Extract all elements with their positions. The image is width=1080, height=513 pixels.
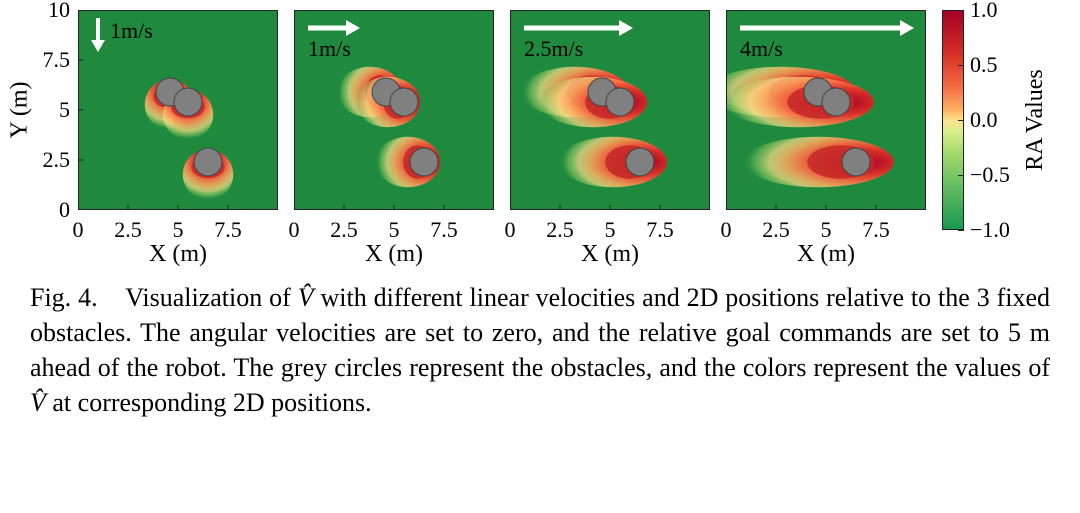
svg-text:1m/s: 1m/s <box>110 18 153 43</box>
colorbar-label: RA Values <box>1023 69 1050 171</box>
panel-with-yaxis: Y (m) 02.557.510 1m/s X (m) 02.557.5 <box>30 10 278 265</box>
colorbar-tick: −0.5 <box>970 162 1010 188</box>
svg-text:2.5m/s: 2.5m/s <box>524 36 583 61</box>
x-tick: 0 <box>721 217 732 243</box>
x-axis-label: X (m) <box>581 241 639 268</box>
x-axis-1: X (m) 02.557.5 <box>294 215 494 265</box>
x-axis-2: X (m) 02.557.5 <box>510 215 710 265</box>
colorbar-tick: 0.0 <box>970 107 998 133</box>
caption-vhat-2: V̂ <box>30 388 46 417</box>
x-tick: 2.5 <box>546 217 574 243</box>
y-axis: Y (m) 02.557.510 <box>30 10 78 210</box>
x-tick: 2.5 <box>114 217 142 243</box>
y-tick: 10 <box>48 0 70 21</box>
x-tick: 5 <box>173 217 184 243</box>
panel-heatmap-1: 1m/s <box>294 10 494 215</box>
x-tick: 5 <box>389 217 400 243</box>
panel-heatmap-3: 4m/s <box>726 10 926 215</box>
x-axis-label: X (m) <box>797 241 855 268</box>
x-tick: 7.5 <box>214 217 242 243</box>
x-axis-label: X (m) <box>149 241 207 268</box>
y-tick: 0 <box>59 199 70 221</box>
x-axis-0: X (m) 02.557.5 <box>78 215 278 265</box>
y-tick: 7.5 <box>43 49 71 71</box>
x-tick: 0 <box>505 217 516 243</box>
figure-caption: Fig. 4. Visualization of V̂ with differe… <box>0 270 1080 420</box>
y-axis-label: Y (m) <box>7 81 34 138</box>
svg-text:1m/s: 1m/s <box>308 36 351 61</box>
panels-wrap: Y (m) 02.557.510 1m/s X (m) 02.557.5 1m/… <box>30 10 926 265</box>
caption-text-3: at corresponding 2D positions. <box>46 388 372 417</box>
figure-panels-row: Y (m) 0 2.5 5 7.5 10 1m/s X (m) 0 2.5 5 7.5 1m/… <box>0 0 1080 270</box>
svg-text:4m/s: 4m/s <box>740 36 783 61</box>
x-tick: 0 <box>73 217 84 243</box>
colorbar-ticks: 1.00.50.0−0.5−1.0 <box>964 10 1014 230</box>
caption-vhat-1: V̂ <box>298 283 314 312</box>
panel-0: 1m/s X (m) 02.557.5 <box>78 10 278 265</box>
x-tick: 7.5 <box>430 217 458 243</box>
panel-heatmap-2: 2.5m/s <box>510 10 710 215</box>
panel-2: 2.5m/s X (m) 02.557.5 <box>510 10 710 265</box>
panel-heatmap-0: 1m/s <box>78 10 278 215</box>
panel-3: 4m/s X (m) 02.557.5 <box>726 10 926 265</box>
x-axis-label: X (m) <box>365 241 423 268</box>
colorbar-tick: −1.0 <box>970 217 1010 243</box>
x-tick: 0 <box>289 217 300 243</box>
colorbar-tick: 1.0 <box>970 0 998 23</box>
x-tick: 2.5 <box>762 217 790 243</box>
panel-1: 1m/s X (m) 02.557.5 <box>294 10 494 265</box>
y-tick: 5 <box>59 99 70 121</box>
colorbar: 1.00.50.0−0.5−1.0 RA Values <box>942 10 1014 230</box>
x-axis-3: X (m) 02.557.5 <box>726 215 926 265</box>
colorbar-tick: 0.5 <box>970 52 998 78</box>
caption-fig-number: Fig. 4. <box>30 283 98 312</box>
x-tick: 5 <box>821 217 832 243</box>
x-tick: 5 <box>605 217 616 243</box>
x-tick: 2.5 <box>330 217 358 243</box>
x-tick: 7.5 <box>862 217 890 243</box>
caption-text-1: Visualization of <box>125 283 298 312</box>
x-tick: 7.5 <box>646 217 674 243</box>
y-tick: 2.5 <box>43 149 71 171</box>
